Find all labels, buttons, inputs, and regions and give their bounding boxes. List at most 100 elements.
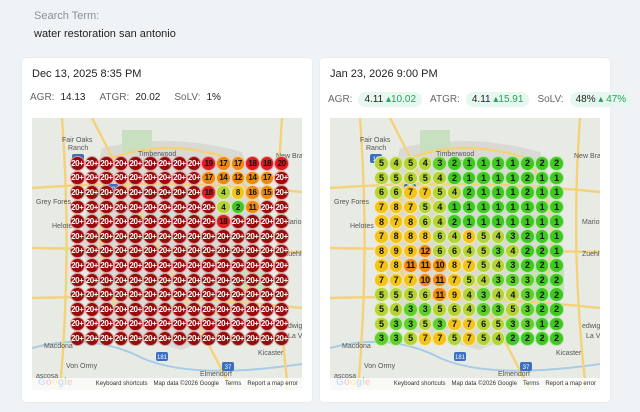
rank-marker[interactable]: 8 xyxy=(403,214,418,229)
rank-marker[interactable]: 4 xyxy=(388,302,404,317)
rank-marker[interactable]: 7 xyxy=(403,199,418,215)
rank-marker[interactable]: 20+ xyxy=(113,272,129,288)
rank-marker[interactable]: 4 xyxy=(490,331,506,346)
rank-marker[interactable]: 1 xyxy=(534,214,550,229)
rank-marker[interactable]: 20+ xyxy=(172,316,187,332)
rank-marker[interactable]: 17 xyxy=(216,156,231,171)
rank-marker[interactable]: 7 xyxy=(447,272,462,288)
rank-marker[interactable]: 5 xyxy=(447,331,462,346)
rank-marker[interactable]: 20+ xyxy=(274,199,289,215)
rank-marker[interactable]: 7 xyxy=(388,214,404,229)
rank-marker[interactable]: 9 xyxy=(403,243,418,259)
rank-marker[interactable]: 5 xyxy=(417,170,433,186)
rank-marker[interactable]: 2 xyxy=(549,272,564,288)
rank-marker[interactable]: 20+ xyxy=(128,302,143,317)
rank-marker[interactable]: 1 xyxy=(490,185,506,200)
rank-marker[interactable]: 20+ xyxy=(172,229,187,244)
rank-marker[interactable]: 4 xyxy=(432,199,447,215)
rank-marker[interactable]: 3 xyxy=(490,302,506,317)
rank-marker[interactable]: 1 xyxy=(490,170,506,186)
rank-marker[interactable]: 1 xyxy=(476,156,491,171)
rank-marker[interactable]: 9 xyxy=(447,287,462,302)
rank-marker[interactable]: 20+ xyxy=(186,229,202,244)
rank-marker[interactable]: 1 xyxy=(490,156,506,171)
rank-marker[interactable]: 20+ xyxy=(201,199,216,215)
rank-marker[interactable]: 20+ xyxy=(259,272,275,288)
rank-marker[interactable]: 20+ xyxy=(230,287,246,302)
rank-marker[interactable]: 20+ xyxy=(172,156,187,171)
rank-marker[interactable]: 5 xyxy=(505,302,520,317)
rank-marker[interactable]: 5 xyxy=(417,316,433,332)
rank-marker[interactable]: 20+ xyxy=(157,214,173,229)
rank-grid-map[interactable]: Fair OaksRanchTimberwoodParkNew BraGrey … xyxy=(330,118,600,390)
rank-marker[interactable]: 1 xyxy=(505,214,520,229)
rank-marker[interactable]: 20+ xyxy=(186,170,202,186)
rank-marker[interactable]: 5 xyxy=(490,316,506,332)
rank-marker[interactable]: 20+ xyxy=(259,214,275,229)
rank-marker[interactable]: 1 xyxy=(534,316,550,332)
rank-marker[interactable]: 7 xyxy=(461,316,477,332)
rank-marker[interactable]: 18 xyxy=(259,156,275,171)
rank-marker[interactable]: 20+ xyxy=(230,229,246,244)
rank-marker[interactable]: 2 xyxy=(520,243,535,259)
rank-marker[interactable]: 3 xyxy=(520,316,535,332)
rank-marker[interactable]: 20+ xyxy=(245,302,260,317)
rank-marker[interactable]: 4 xyxy=(432,170,447,186)
rank-marker[interactable]: 18 xyxy=(201,185,216,200)
rank-marker[interactable]: 1 xyxy=(461,170,477,186)
rank-marker[interactable]: 18 xyxy=(216,214,231,229)
rank-marker[interactable]: 6 xyxy=(417,287,433,302)
rank-marker[interactable]: 1 xyxy=(505,185,520,200)
rank-marker[interactable]: 8 xyxy=(403,229,418,244)
rank-marker[interactable]: 4 xyxy=(417,156,433,171)
rank-marker[interactable]: 3 xyxy=(490,272,506,288)
keyboard-shortcuts-link[interactable]: Keyboard shortcuts xyxy=(95,381,148,387)
rank-marker[interactable]: 4 xyxy=(447,229,462,244)
rank-marker[interactable]: 20+ xyxy=(84,156,100,171)
rank-marker[interactable]: 2 xyxy=(520,229,535,244)
rank-marker[interactable]: 20+ xyxy=(259,316,275,332)
rank-marker[interactable]: 1 xyxy=(534,185,550,200)
rank-marker[interactable]: 2 xyxy=(534,258,550,273)
rank-marker[interactable]: 20+ xyxy=(230,316,246,332)
rank-marker[interactable]: 20+ xyxy=(216,287,231,302)
rank-marker[interactable]: 20+ xyxy=(274,229,289,244)
rank-marker[interactable]: 20+ xyxy=(128,156,143,171)
rank-marker[interactable]: 20+ xyxy=(70,214,85,229)
rank-marker[interactable]: 20+ xyxy=(230,331,246,346)
terms-link[interactable]: Terms xyxy=(522,381,540,387)
rank-marker[interactable]: 2 xyxy=(549,316,564,332)
rank-marker[interactable]: 5 xyxy=(432,302,447,317)
rank-marker[interactable]: 4 xyxy=(447,185,462,200)
rank-marker[interactable]: 20+ xyxy=(84,302,100,317)
rank-marker[interactable]: 5 xyxy=(476,229,491,244)
rank-marker[interactable]: 20+ xyxy=(230,302,246,317)
rank-marker[interactable]: 20+ xyxy=(230,258,246,273)
rank-marker[interactable]: 20+ xyxy=(70,331,85,346)
rank-marker[interactable]: 20+ xyxy=(201,258,216,273)
rank-marker[interactable]: 8 xyxy=(417,229,433,244)
rank-marker[interactable]: 20+ xyxy=(143,258,158,273)
rank-marker[interactable]: 3 xyxy=(388,316,404,332)
rank-marker[interactable]: 20+ xyxy=(201,243,216,259)
report-map-error-link[interactable]: Report a map error xyxy=(247,381,298,387)
rank-marker[interactable]: 1 xyxy=(505,199,520,215)
rank-marker[interactable]: 20+ xyxy=(186,287,202,302)
rank-marker[interactable]: 17 xyxy=(201,170,216,186)
rank-marker[interactable]: 1 xyxy=(461,156,477,171)
rank-marker[interactable]: 11 xyxy=(417,258,433,273)
rank-marker[interactable]: 20+ xyxy=(128,214,143,229)
rank-marker[interactable]: 20+ xyxy=(70,185,85,200)
rank-marker[interactable]: 20+ xyxy=(143,170,158,186)
rank-marker[interactable]: 1 xyxy=(476,185,491,200)
rank-marker[interactable]: 20+ xyxy=(143,185,158,200)
rank-marker[interactable]: 2 xyxy=(549,302,564,317)
rank-marker[interactable]: 1 xyxy=(520,199,535,215)
rank-marker[interactable]: 20+ xyxy=(128,229,143,244)
rank-marker[interactable]: 5 xyxy=(388,170,404,186)
rank-marker[interactable]: 3 xyxy=(388,331,404,346)
rank-marker[interactable]: 5 xyxy=(388,287,404,302)
rank-marker[interactable]: 2 xyxy=(505,331,520,346)
rank-marker[interactable]: 11 xyxy=(432,287,447,302)
rank-marker[interactable]: 20+ xyxy=(99,199,114,215)
